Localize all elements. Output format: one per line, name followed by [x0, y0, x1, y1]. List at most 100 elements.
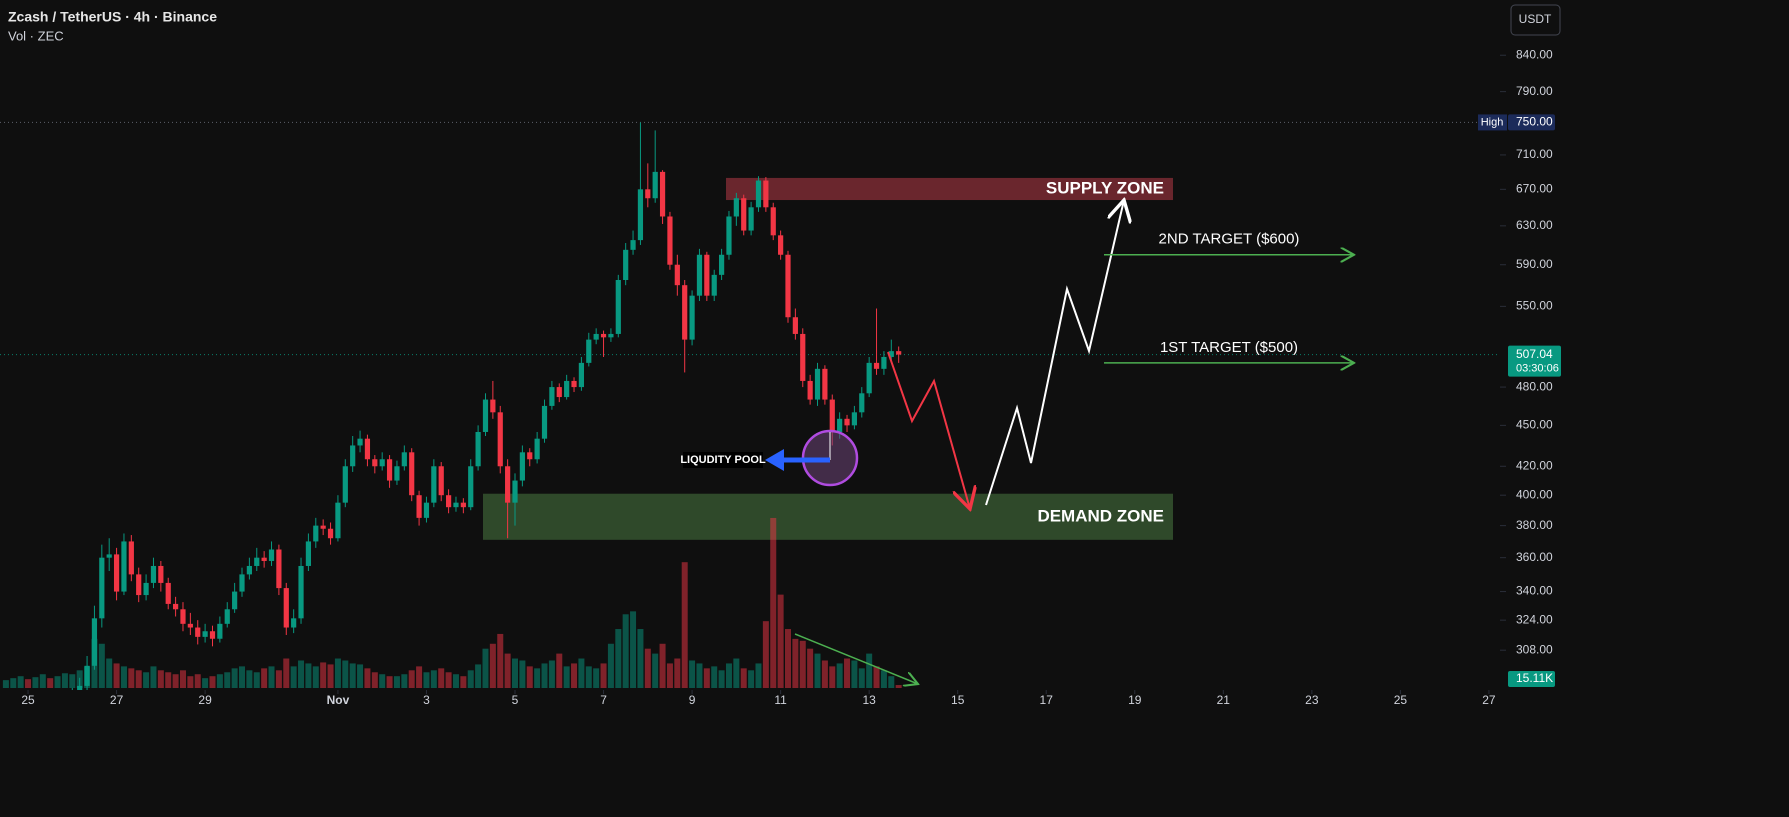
volume-bar: [17, 676, 24, 688]
volume-bar: [423, 672, 430, 688]
volume-bar: [416, 666, 423, 688]
currency-label[interactable]: USDT: [1519, 12, 1552, 26]
candle-body: [770, 207, 776, 236]
volume-bar: [209, 676, 216, 688]
x-tick-label: 9: [689, 693, 696, 707]
candle-body: [77, 685, 83, 690]
volume-bar: [261, 668, 268, 688]
candle-body: [866, 362, 872, 394]
x-tick-label: 13: [862, 693, 876, 707]
volume-bar: [25, 679, 32, 688]
candle-body: [785, 254, 791, 318]
volume-bar: [622, 614, 629, 688]
volume-bar: [703, 668, 710, 688]
candle-body: [357, 438, 363, 446]
volume-bar: [725, 663, 732, 688]
volume-bar: [807, 648, 814, 688]
candle-body: [261, 557, 267, 561]
y-tick-label: 340.00: [1516, 584, 1553, 598]
candle-body: [298, 565, 304, 619]
candle-body: [859, 393, 865, 413]
volume-bar: [143, 672, 150, 688]
candle-body: [150, 565, 157, 583]
volume-bar: [858, 668, 865, 688]
candle-body: [844, 418, 850, 426]
candle-body: [379, 459, 385, 467]
candle-body: [733, 198, 739, 217]
currency-button[interactable]: USDT: [1510, 4, 1561, 36]
candle-body: [630, 240, 636, 250]
volume-bar: [526, 666, 533, 688]
volume-bar: [888, 676, 895, 688]
candle-body: [128, 541, 134, 575]
candle-body: [475, 431, 481, 467]
candle-body: [364, 438, 371, 460]
candle-body: [209, 631, 216, 639]
volume-bar: [401, 674, 408, 688]
volume-bar: [762, 621, 769, 688]
volume-bar: [681, 562, 688, 688]
volume-bar: [327, 664, 334, 688]
volume-bar: [548, 660, 555, 688]
volume-bar: [652, 653, 659, 688]
x-tick-label: 19: [1128, 693, 1142, 707]
volume-bar: [113, 663, 120, 688]
candle-body: [792, 317, 798, 334]
currency-button-frame[interactable]: [1510, 4, 1561, 36]
volume-bar: [305, 663, 312, 688]
candle-body: [637, 189, 644, 241]
candle-body: [121, 541, 127, 592]
volume-bar: [585, 666, 592, 688]
volume-bar: [792, 638, 799, 688]
volume-bar: [98, 643, 105, 688]
volume-bar: [334, 658, 341, 688]
volume-bar: [460, 676, 467, 688]
high-tag: High: [1481, 116, 1504, 128]
y-tick-label: 420.00: [1516, 458, 1553, 472]
volume-bar: [452, 674, 459, 688]
candle-body: [305, 541, 312, 566]
volume-bar: [32, 677, 39, 688]
volume-bar: [814, 653, 821, 688]
volume-bar: [165, 672, 172, 688]
volume-bar: [755, 663, 762, 688]
candle-body: [800, 333, 806, 381]
volume-bar: [696, 663, 703, 688]
x-tick-label: Nov: [327, 693, 350, 707]
volume-bar: [644, 648, 651, 688]
candle-body: [158, 565, 164, 583]
candle-body: [578, 362, 585, 388]
volume-bar: [467, 670, 474, 688]
volume-bar: [179, 670, 186, 688]
zone: [726, 177, 1173, 201]
candle-body: [187, 623, 193, 628]
candle-body: [276, 549, 282, 589]
chart-subtitle: Vol · ZEC: [8, 28, 64, 43]
candle-body: [173, 603, 179, 610]
candle-body: [814, 368, 821, 400]
candle-body: [239, 574, 245, 592]
volume-bar: [556, 653, 563, 688]
volume-bar: [836, 663, 843, 688]
candle-body: [468, 466, 474, 508]
y-tick-label: 710.00: [1516, 147, 1553, 161]
volume-bar: [777, 594, 784, 688]
volume-bar: [39, 674, 46, 688]
x-tick-label: 3: [423, 693, 430, 707]
candle-body: [431, 466, 437, 503]
candle-body: [460, 502, 466, 508]
liquidity-arrow-head: [765, 449, 784, 471]
candle-body: [202, 631, 208, 637]
volume-bar: [386, 676, 393, 688]
volume-bar: [497, 633, 504, 688]
volume-bar: [504, 653, 511, 688]
volume-bar: [880, 670, 887, 688]
volume-bar: [541, 663, 548, 688]
candle-body: [217, 623, 223, 639]
candle-body: [453, 502, 459, 508]
volume-bar: [674, 658, 681, 688]
volume-bar: [408, 670, 415, 688]
x-tick-label: 27: [1482, 693, 1496, 707]
candle-body: [401, 452, 407, 467]
candle-body: [320, 525, 326, 529]
